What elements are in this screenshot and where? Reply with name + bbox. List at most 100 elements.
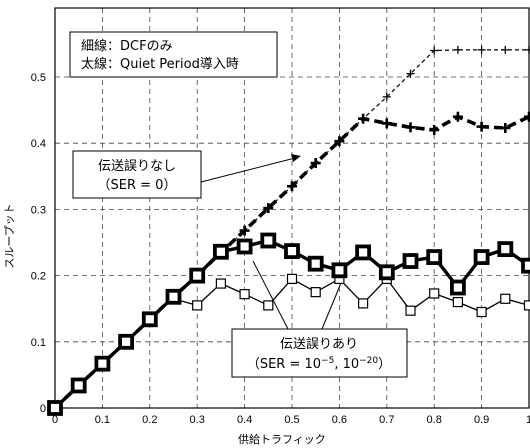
data-point bbox=[501, 45, 510, 54]
annotation-error-title: 伝送誤りあり bbox=[280, 336, 358, 352]
data-point bbox=[334, 136, 345, 147]
legend: 細線：DCFのみ 太線：Quiet Period導入時 bbox=[69, 31, 278, 78]
data-point bbox=[429, 288, 440, 299]
data-point bbox=[477, 45, 486, 54]
legend-line-thick: 太線：Quiet Period導入時 bbox=[81, 56, 239, 72]
data-point bbox=[476, 306, 487, 318]
data-point bbox=[406, 69, 415, 78]
data-point bbox=[358, 298, 369, 309]
annotation-error: 伝送誤りあり （SER = 10−5, 10−20） bbox=[231, 260, 408, 378]
y-axis-ticks: 0 0.1 0.2 0.3 0.4 0.5 bbox=[31, 72, 46, 415]
data-point bbox=[426, 249, 443, 265]
data-point bbox=[453, 45, 462, 54]
x-tick-label: 0.7 bbox=[379, 414, 394, 426]
data-point bbox=[524, 111, 530, 122]
x-tick-label: 0.4 bbox=[237, 414, 252, 426]
annotation-error-pointer-2 bbox=[321, 282, 342, 330]
data-point bbox=[405, 305, 416, 316]
x-tick-label: 0 bbox=[52, 414, 58, 426]
data-point bbox=[525, 45, 530, 54]
data-point bbox=[307, 255, 324, 272]
data-point bbox=[449, 279, 466, 296]
x-axis-label: 供給トラフィック bbox=[238, 432, 326, 446]
data-point bbox=[286, 273, 298, 285]
annotation-error-mid: , 10 bbox=[334, 357, 359, 372]
data-point bbox=[263, 300, 274, 311]
series-group bbox=[47, 45, 530, 416]
x-tick-label: 0.5 bbox=[284, 414, 299, 426]
data-point bbox=[165, 288, 182, 305]
data-point bbox=[523, 300, 530, 311]
data-point bbox=[141, 311, 158, 328]
y-tick-label: 0.5 bbox=[31, 72, 46, 84]
data-point bbox=[497, 241, 514, 258]
data-point bbox=[284, 243, 300, 260]
data-point bbox=[500, 122, 511, 133]
data-point bbox=[358, 113, 369, 124]
data-point bbox=[70, 377, 87, 394]
data-point bbox=[476, 121, 487, 132]
data-point bbox=[118, 333, 134, 350]
annotation-no-error-arrowhead bbox=[291, 154, 301, 162]
annotation-no-error: 伝送誤りなし （SER = 0） bbox=[72, 150, 301, 199]
data-point bbox=[236, 238, 253, 255]
x-tick-label: 0.3 bbox=[190, 414, 205, 426]
data-point bbox=[500, 293, 511, 304]
data-point bbox=[452, 111, 463, 122]
legend-line-thin: 細線：DCFのみ bbox=[81, 38, 173, 54]
annotation-no-error-ser: （SER = 0） bbox=[98, 178, 177, 193]
data-point bbox=[430, 46, 439, 55]
data-point bbox=[189, 267, 206, 284]
annotation-error-ser-pre: （SER = 10 bbox=[247, 357, 321, 372]
data-point bbox=[331, 262, 348, 279]
y-tick-label: 0.3 bbox=[31, 204, 46, 216]
annotation-error-box bbox=[231, 328, 408, 378]
x-tick-label: 1 bbox=[526, 414, 530, 426]
y-axis-label: スループット bbox=[3, 203, 16, 268]
x-tick-label: 0.9 bbox=[474, 414, 489, 426]
annotation-no-error-arrow bbox=[200, 157, 296, 183]
data-point bbox=[381, 118, 392, 129]
annotation-error-exp1: −5 bbox=[321, 356, 334, 366]
x-tick-label: 0.1 bbox=[95, 414, 110, 426]
annotation-no-error-box bbox=[72, 150, 202, 199]
data-point bbox=[94, 355, 111, 372]
data-point bbox=[429, 124, 440, 135]
data-point bbox=[310, 287, 321, 298]
data-point bbox=[287, 181, 297, 192]
x-tick-label: 0.2 bbox=[142, 414, 157, 426]
data-point bbox=[239, 225, 250, 236]
y-tick-label: 0.4 bbox=[31, 138, 46, 150]
data-point bbox=[382, 92, 391, 101]
data-point bbox=[378, 264, 395, 281]
data-point bbox=[402, 253, 419, 269]
plot-frame bbox=[54, 7, 530, 409]
data-point bbox=[521, 257, 530, 274]
data-point bbox=[212, 243, 229, 260]
data-point bbox=[260, 232, 277, 249]
annotation-error-exp2: −20 bbox=[359, 356, 378, 366]
x-tick-label: 0.6 bbox=[332, 414, 347, 426]
data-point bbox=[452, 296, 463, 308]
y-tick-label: 0.1 bbox=[31, 337, 46, 349]
data-point bbox=[192, 300, 203, 311]
data-point bbox=[310, 158, 321, 169]
data-point bbox=[355, 244, 372, 261]
annotation-no-error-title: 伝送誤りなし bbox=[98, 158, 176, 174]
annotation-error-pointer-1 bbox=[252, 260, 289, 330]
annotation-error-ser: （SER = 10−5, 10−20） bbox=[247, 356, 391, 372]
y-tick-label: 0.2 bbox=[31, 271, 46, 283]
data-point bbox=[215, 278, 226, 289]
x-tick-label: 0.8 bbox=[427, 414, 442, 426]
series-thick-solid-square bbox=[47, 232, 530, 416]
data-point bbox=[263, 203, 274, 214]
annotation-error-end: ） bbox=[378, 357, 391, 372]
x-axis-ticks: 0 0.1 0.2 0.3 0.4 0.5 0.6 0.7 0.8 0.9 1 bbox=[52, 414, 530, 426]
data-point bbox=[47, 400, 63, 416]
data-point bbox=[473, 249, 490, 265]
data-point bbox=[405, 122, 416, 133]
data-point bbox=[239, 289, 250, 300]
y-tick-label: 0 bbox=[40, 403, 46, 415]
legend-box bbox=[69, 31, 278, 78]
